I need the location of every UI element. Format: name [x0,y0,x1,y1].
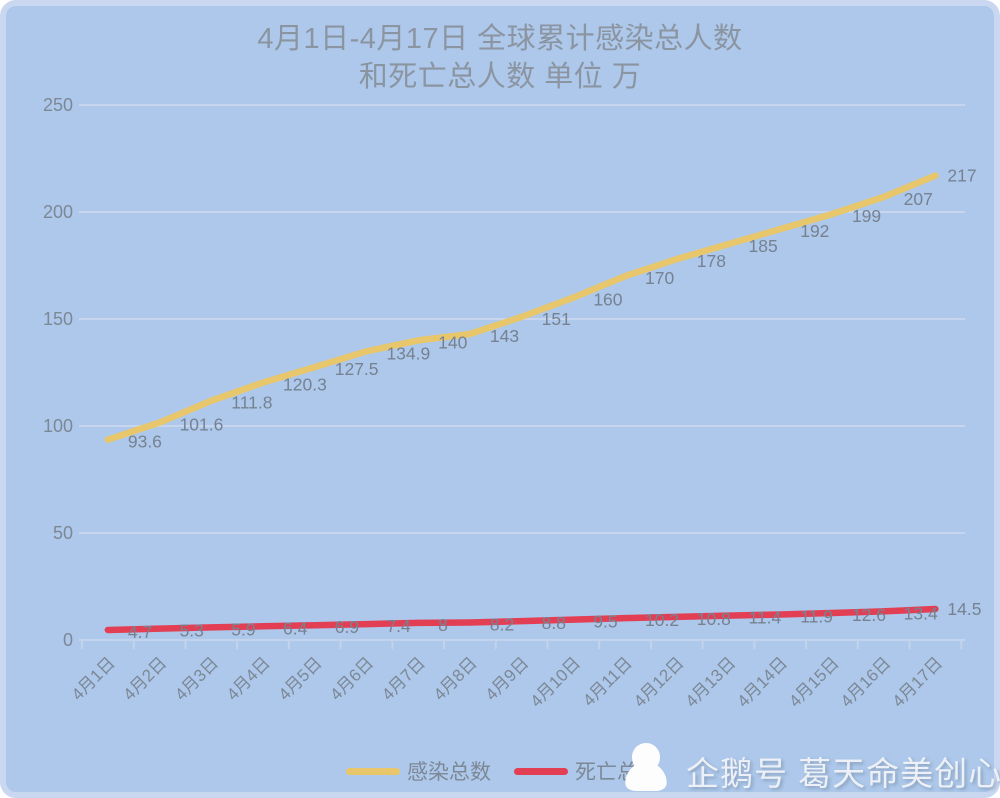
chart-title-line2: 和死亡总人数 单位 万 [358,61,642,93]
infections-data-label-3: 111.8 [231,393,272,413]
infections-data-label-14: 192 [800,221,829,241]
chart-title-line1: 4月1日-4月17日 全球累计感染总人数 [257,23,743,55]
x-axis-label-14: 4月14日 [734,653,792,711]
infections-data-label-1: 93.6 [128,432,162,452]
deaths-data-label-1: 4.7 [128,622,152,642]
deaths-data-label-4: 6.4 [283,618,308,638]
deaths-data-label-16: 13.4 [904,603,938,623]
x-axis-label-6: 4月6日 [326,653,377,704]
infections-data-label-15: 199 [852,206,881,226]
infections-data-label-17: 217 [947,166,976,186]
x-axis-label-2: 4月2日 [120,653,171,704]
deaths-data-label-9: 8.8 [542,613,566,633]
deaths-data-label-7: 8 [438,615,448,635]
infections-data-label-4: 120.3 [283,375,327,395]
infections-data-label-8: 143 [490,326,519,346]
deaths-line [104,605,939,634]
y-axis-label-150: 150 [43,309,73,329]
deaths-data-label-5: 6.9 [335,617,359,637]
legend-label-infections: 感染总数 [407,761,491,784]
infections-data-label-11: 170 [645,268,674,288]
x-axis-label-7: 4月7日 [378,653,429,704]
chart-legend: 感染总数 死亡总数 [346,756,659,786]
x-axis-label-11: 4月11日 [579,653,636,710]
infections-data-label-2: 101.6 [180,415,224,435]
deaths-data-label-3: 5.9 [231,619,255,639]
infections-data-label-16: 207 [904,189,933,209]
x-axis-label-9: 4月9日 [482,653,533,704]
x-axis-label-17: 4月17日 [889,653,947,711]
deaths-data-label-8: 8.2 [490,614,514,634]
deaths-data-label-6: 7.4 [386,616,411,636]
deaths-data-label-14: 11.9 [800,607,833,627]
infections-data-label-9: 151 [542,309,571,329]
x-axis-label-13: 4月13日 [682,653,740,711]
watermark-text: 企鹅号 葛天命美创心 [686,755,1000,792]
y-axis-label-0: 0 [63,630,73,650]
x-axis-label-15: 4月15日 [785,653,843,711]
x-axis-label-5: 4月5日 [275,653,326,704]
deaths-data-label-17: 14.5 [947,599,981,619]
infections-swatch [346,767,400,775]
deaths-data-label-10: 9.5 [593,612,617,632]
deaths-swatch [514,767,568,775]
deaths-data-label-15: 12.6 [852,605,886,625]
deaths-data-label-13: 11.4 [749,608,782,628]
infections-data-label-12: 178 [697,251,726,271]
y-axis-label-250: 250 [43,95,73,115]
y-axis-label-100: 100 [43,416,73,436]
x-axis-label-8: 4月8日 [430,653,481,704]
infections-data-label-5: 127.5 [335,359,379,379]
x-axis-label-3: 4月3日 [171,653,222,704]
deaths-data-label-12: 10.8 [697,609,731,629]
legend-item-infections: 感染总数 [346,756,491,786]
y-axis-label-50: 50 [53,523,73,543]
deaths-data-label-11: 10.2 [645,610,679,630]
chart-title: 4月1日-4月17日 全球累计感染总人数 和死亡总人数 单位 万 [0,20,1000,96]
infections-data-label-13: 185 [749,236,778,256]
infections-data-label-6: 134.9 [386,343,430,363]
infections-data-label-10: 160 [593,290,622,310]
infections-data-label-7: 140 [438,332,467,352]
penguin-icon [625,743,667,791]
x-axis-label-12: 4月12日 [630,653,688,711]
x-axis-label-4: 4月4日 [223,653,274,704]
deaths-data-label-2: 5.3 [180,621,204,641]
x-axis-label-1: 4月1日 [68,653,119,704]
x-axis-label-10: 4月10日 [527,653,585,711]
infections-line [104,172,939,443]
x-axis-label-16: 4月16日 [837,653,895,711]
y-axis-label-200: 200 [43,202,73,222]
